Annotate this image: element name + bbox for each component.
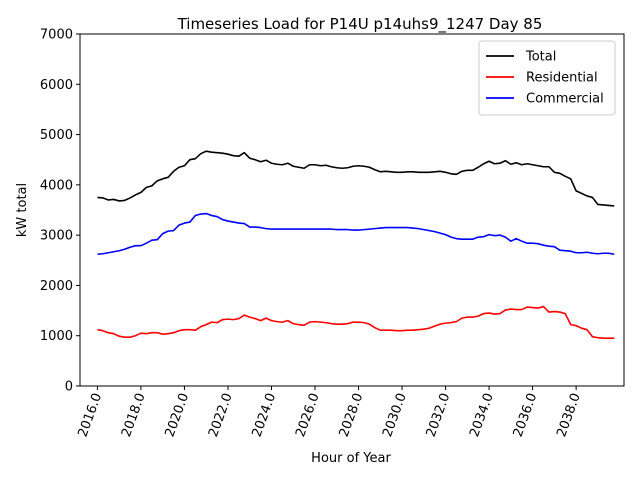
legend-label-commercial: Commercial [526,92,604,107]
y-axis-label: kW total [15,183,30,237]
series-group [97,150,615,340]
y-tick-label: 1000 [40,329,73,344]
legend-box [478,40,616,116]
y-tick-label: 5000 [40,128,73,143]
plot-frame [79,33,625,387]
legend-label-total: Total [525,50,556,65]
legend-label-residential: Residential [526,71,598,86]
series-line-total [97,150,615,207]
legend: Total Residential Commercial [478,40,616,116]
y-tick-label: 2000 [40,279,73,294]
y-tick-label: 7000 [40,28,73,43]
series-line-commercial [97,212,615,256]
plot-area [79,33,625,387]
y-tick-label: 4000 [40,178,73,193]
y-tick-label: 3000 [40,229,73,244]
chart-title: Timeseries Load for P14U p14uhs9_1247 Da… [177,15,543,34]
series-line-residential [97,305,615,340]
y-tick-label: 0 [65,380,73,395]
y-tick-label: 6000 [40,78,73,93]
y-axis: 0 1000 2000 3000 4000 5000 6000 7000 [40,28,80,395]
x-axis-label: Hour of Year [311,451,391,466]
